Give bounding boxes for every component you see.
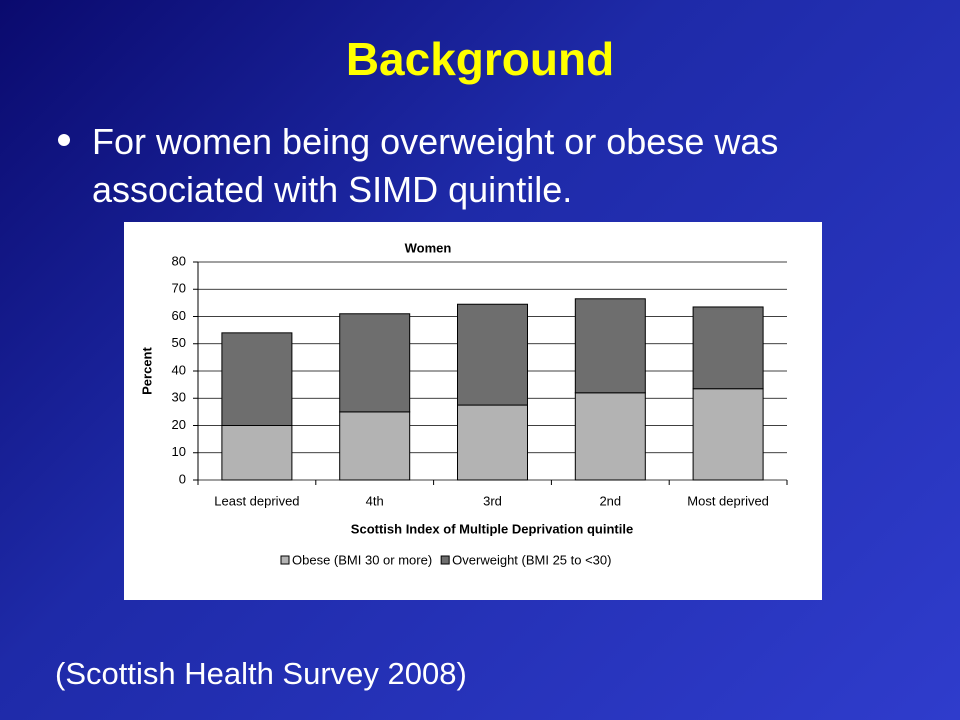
legend-swatch: [440, 555, 450, 565]
bullet-dot: [58, 134, 70, 146]
bar-segment: [574, 298, 646, 394]
y-tick-label: 50: [172, 335, 186, 350]
x-tick-label: 3rd: [483, 493, 502, 508]
x-tick-label: Least deprived: [214, 493, 299, 508]
y-tick-label: 10: [172, 444, 186, 459]
x-tick-label: 4th: [366, 493, 384, 508]
legend-label: Overweight (BMI 25 to <30): [452, 552, 611, 567]
bar-segment: [692, 306, 764, 390]
bar-segment: [457, 303, 528, 406]
legend-label: Obese (BMI 30 or more): [292, 552, 432, 567]
x-tick-label: Most deprived: [687, 493, 769, 508]
y-axis-title: Percent: [139, 346, 154, 394]
y-tick-label: 60: [172, 308, 186, 323]
y-tick-label: 70: [172, 281, 186, 296]
chart: Women Percent Scottish Index of Multiple…: [124, 222, 822, 600]
source-text: (Scottish Health Survey 2008): [55, 656, 467, 691]
y-tick-label: 80: [172, 253, 186, 268]
bar-segment: [692, 388, 764, 481]
y-tick-label: 30: [172, 390, 186, 405]
bar-segment: [339, 411, 411, 481]
bullet-text: For women being overweight or obese was …: [92, 121, 779, 210]
bar-segment: [221, 425, 293, 481]
slide-title: Background: [345, 33, 615, 85]
y-tick-label: 0: [179, 471, 186, 486]
bar-segment: [574, 392, 646, 481]
y-tick-label: 40: [172, 362, 186, 377]
y-tick-label: 20: [172, 417, 186, 432]
bar-segment: [221, 332, 293, 426]
legend-swatch: [280, 555, 290, 565]
x-tick-label: 2nd: [599, 493, 621, 508]
bar-segment: [339, 313, 411, 413]
x-axis-title: Scottish Index of Multiple Deprivation q…: [351, 521, 633, 536]
bar-segment: [457, 404, 528, 481]
chart-title: Women: [405, 240, 452, 255]
